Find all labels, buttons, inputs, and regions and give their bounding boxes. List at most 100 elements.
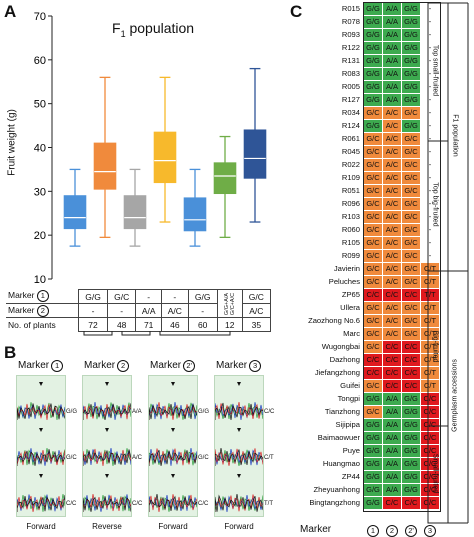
accession-name: Zheyuanhong xyxy=(313,485,360,494)
genotype-cell: - xyxy=(421,94,439,106)
genotype-cell: G/G xyxy=(364,3,382,15)
box-body xyxy=(153,131,177,184)
footer-marker-circle: 2 xyxy=(386,525,398,537)
accession-name: R122 xyxy=(341,43,360,52)
genotype-cell: G/G xyxy=(364,419,382,431)
marker-table: Marker 1 G/G G/C - - G/G G/G+A/A G/C+A/C… xyxy=(6,289,272,332)
genotype-grid-frame xyxy=(363,2,441,512)
marker1-circle: 1 xyxy=(36,290,49,303)
box-6 xyxy=(213,135,237,239)
chart-title: F1 population xyxy=(112,20,194,39)
genotype-cell: G/G xyxy=(364,42,382,54)
genotype-cell: - xyxy=(421,146,439,158)
genotype-cell: C/C xyxy=(383,289,401,301)
genotype-cell: A/C xyxy=(383,211,401,223)
genotype-cell: G/C xyxy=(364,237,382,249)
chromatogram-header-2: Marker 2 xyxy=(84,360,130,372)
accession-name: R005 xyxy=(341,82,360,91)
m2-c3: A/A xyxy=(135,303,163,318)
genotype-cell: G/G xyxy=(402,445,420,457)
genotype-cell: C/C xyxy=(364,367,382,379)
trace-line xyxy=(214,447,264,466)
genotype-cell: C/T xyxy=(421,367,439,379)
accession-name: R131 xyxy=(341,56,360,65)
genotype-cell: G/G xyxy=(364,29,382,41)
genotype-cell: C/C xyxy=(421,471,439,483)
accession-name: Peluches xyxy=(328,277,360,286)
marker1-label: Marker xyxy=(8,290,35,301)
genotype-cell: G/G xyxy=(402,55,420,67)
genotype-call: G/C xyxy=(66,455,77,461)
label-f1: F1 population xyxy=(451,114,459,157)
genotype-cell: - xyxy=(421,42,439,54)
genotype-cell: A/A xyxy=(383,445,401,457)
genotype-cell: - xyxy=(421,68,439,80)
genotype-cell: C/C xyxy=(383,367,401,379)
genotype-cell: C/C xyxy=(421,497,439,509)
accession-name: Tongpi xyxy=(337,394,360,403)
accession-name: R124 xyxy=(341,121,360,130)
chromatogram-header-text: Marker xyxy=(216,360,248,371)
accession-name: ZP44 xyxy=(341,472,360,481)
genotype-cell: A/C xyxy=(383,250,401,262)
genotype-cell: - xyxy=(421,3,439,15)
genotype-cell: A/C xyxy=(383,133,401,145)
genotype-cell: C/C xyxy=(402,289,420,301)
genotype-cell: G/C xyxy=(364,276,382,288)
genotype-cell: G/G xyxy=(364,471,382,483)
accession-name: Zaozhong No.6 xyxy=(308,316,360,325)
genotype-cell: A/C xyxy=(383,146,401,158)
m2-c7: A/C xyxy=(241,303,272,318)
genotype-call: A/C xyxy=(132,455,143,461)
genotype-cell: G/C xyxy=(364,328,382,340)
read-direction: Forward xyxy=(26,522,56,531)
accession-name: R061 xyxy=(341,134,360,143)
genotype-cell: - xyxy=(421,16,439,28)
genotype-cell: A/C xyxy=(383,172,401,184)
boxplot-chart: 10 20 30 40 50 60 70 xyxy=(34,11,267,286)
accession-name: R051 xyxy=(341,186,360,195)
genotype-cell: G/G xyxy=(402,484,420,496)
genotype-cell: G/C xyxy=(402,302,420,314)
genotype-cell: - xyxy=(421,55,439,67)
genotype-cell: A/A xyxy=(383,81,401,93)
trace-line xyxy=(148,449,198,466)
genotype-call: G/G xyxy=(198,409,210,415)
y-tick-label: 40 xyxy=(34,143,46,155)
genotype-cell: T/T xyxy=(421,289,439,301)
snp-position-marker xyxy=(39,474,43,478)
chromatogram-4 xyxy=(214,375,264,517)
m1-c2: G/C xyxy=(107,289,137,304)
genotype-cell: C/C xyxy=(364,354,382,366)
genotype-cell: - xyxy=(421,224,439,236)
genotype-cell: - xyxy=(421,211,439,223)
genotype-cell: G/G xyxy=(402,393,420,405)
genotype-cell: C/C xyxy=(421,393,439,405)
snp-position-marker xyxy=(105,428,109,432)
genotype-cell: C/C xyxy=(383,341,401,353)
mixed-part-2: G/C+A/C xyxy=(229,292,236,315)
n-c3: 71 xyxy=(135,317,163,332)
chromatogram-marker-circle: 2 xyxy=(117,360,130,372)
genotype-cell: C/T xyxy=(421,341,439,353)
genotype-cell: A/A xyxy=(383,16,401,28)
read-direction: Forward xyxy=(224,522,254,531)
accession-name: R096 xyxy=(341,199,360,208)
box-4 xyxy=(153,76,177,223)
read-direction: Reverse xyxy=(92,522,122,531)
genotype-cell: G/C xyxy=(364,159,382,171)
genotype-cell: G/G xyxy=(364,445,382,457)
genotype-cell: C/T xyxy=(421,315,439,327)
chromatogram-marker-circle: 3 xyxy=(249,360,262,372)
trace-line xyxy=(148,494,198,512)
genotype-cell: G/C xyxy=(402,263,420,275)
genotype-cell: G/C xyxy=(364,146,382,158)
genotype-call: G/C xyxy=(198,455,209,461)
genotype-cell: G/C xyxy=(402,185,420,197)
trace-line xyxy=(148,403,198,420)
label-top-small: Top small-fruited xyxy=(431,44,439,97)
genotype-cell: - xyxy=(421,159,439,171)
accession-name: R083 xyxy=(341,69,360,78)
marker2-label: Marker xyxy=(8,304,35,315)
box-body xyxy=(93,142,117,190)
